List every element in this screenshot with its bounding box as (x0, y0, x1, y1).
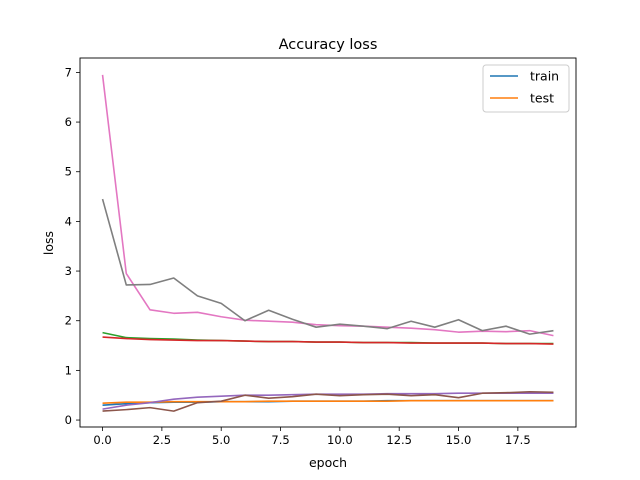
axes-frame (79, 57, 577, 428)
x-tick-label: 7.5 (271, 433, 289, 447)
x-tick-label: 10.0 (327, 433, 353, 447)
y-axis-label: loss (41, 231, 56, 255)
y-tick-label: 1 (65, 363, 72, 377)
series-line-6 (102, 390, 554, 412)
x-tick-label: 5.0 (212, 433, 230, 447)
y-tick-label: 6 (65, 115, 72, 129)
y-tick-label: 5 (65, 165, 72, 179)
x-tick-label: 15.0 (446, 433, 472, 447)
y-axis: 0 1 2 3 4 5 6 7 (65, 65, 80, 427)
legend-label-test: test (530, 91, 554, 106)
series-line-4 (102, 336, 554, 345)
chart-title: Accuracy loss (279, 37, 378, 53)
x-axis-label: epoch (309, 455, 347, 470)
y-tick-label: 7 (65, 65, 72, 79)
y-tick-label: 3 (65, 264, 72, 278)
y-tick-label: 2 (65, 314, 72, 328)
y-tick-label: 0 (65, 413, 72, 427)
plot-area (101, 74, 554, 412)
series-line-8 (101, 198, 554, 335)
x-tick-label: 2.5 (153, 433, 171, 447)
y-tick-label: 4 (65, 214, 72, 228)
x-tick-label: 12.5 (386, 433, 412, 447)
x-tick-label: 17.5 (505, 433, 531, 447)
legend-label-train: train (530, 69, 559, 84)
x-tick-label: 0.0 (93, 433, 111, 447)
series-line-2 (102, 399, 554, 404)
x-axis: 0.0 2.5 5.0 7.5 10.0 12.5 15.0 17.5 (93, 427, 531, 447)
legend: train test (482, 64, 570, 113)
